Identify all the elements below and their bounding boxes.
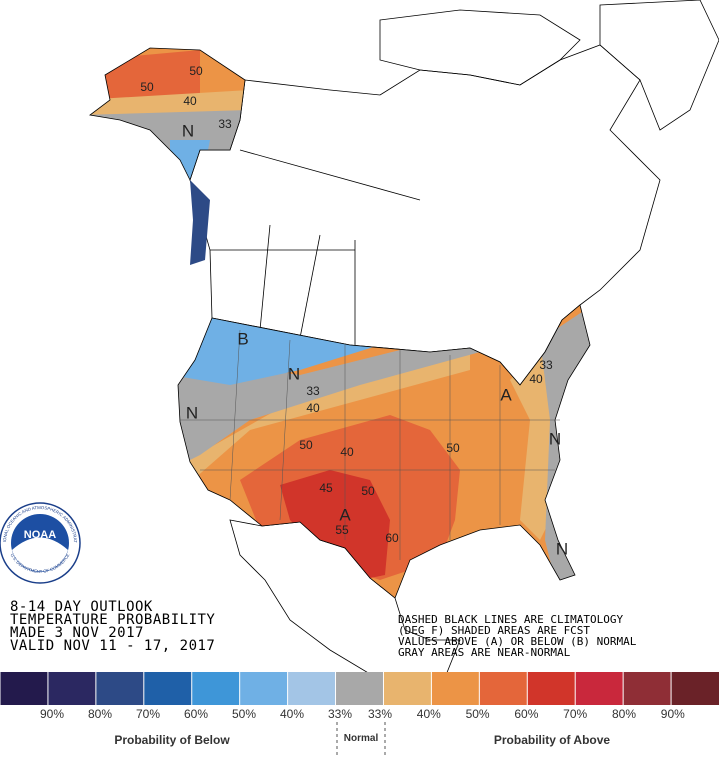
- legend-swatch: [383, 672, 432, 705]
- note-line: (DEG F) SHADED AREAS ARE FCST: [398, 624, 590, 637]
- legend-label: 50%: [232, 707, 256, 721]
- outlook-line: TEMPERATURE PROBABILITY: [10, 612, 215, 628]
- legend-swatch: [0, 672, 49, 705]
- legend-swatch: [671, 672, 719, 705]
- map-label: 50: [299, 438, 313, 452]
- map-label: N: [186, 403, 198, 422]
- conus: [178, 305, 590, 598]
- legend-label: 40%: [417, 707, 441, 721]
- legend-label: 33%: [328, 707, 352, 721]
- legend-swatch: [47, 672, 97, 705]
- logo-ring: NATIONAL OCEANIC AND ATMOSPHERIC ADMINIS…: [0, 0, 78, 543]
- outlook-line: 8-14 DAY OUTLOOK: [10, 599, 153, 615]
- legend-swatch: [143, 672, 193, 705]
- map-label: 50: [361, 484, 375, 498]
- legend-swatch: [575, 672, 624, 705]
- map-label: 33: [539, 358, 553, 372]
- logo-ring-top: NATIONAL OCEANIC AND ATMOSPHERIC ADMINIS…: [0, 0, 78, 543]
- legend-swatch: [623, 672, 672, 705]
- outlook-line: MADE 3 NOV 2017: [10, 625, 144, 641]
- legend-above: Probability of Above: [494, 733, 611, 747]
- map-label: N: [549, 429, 561, 448]
- legend-below: Probability of Below: [114, 733, 230, 747]
- map-label: 45: [319, 481, 333, 495]
- alaska: [90, 48, 245, 180]
- outlook-line: VALID NOV 11 - 17, 2017: [10, 638, 215, 654]
- legend-swatch: [335, 672, 384, 705]
- map-label: 40: [340, 445, 354, 459]
- map-label: N: [288, 364, 300, 383]
- map-label: 50: [446, 441, 460, 455]
- map-label: 40: [529, 372, 543, 386]
- map-label: N: [182, 121, 194, 140]
- map-label: 50: [140, 80, 154, 94]
- noaa-logo: NOAA NATIONAL OCEANIC AND ATMOSPHERIC AD…: [0, 0, 81, 584]
- legend-label: 60%: [184, 707, 208, 721]
- map-label: 60: [385, 531, 399, 545]
- state-lines: [180, 329, 560, 560]
- map-label: A: [500, 385, 512, 404]
- legend-label: 50%: [466, 707, 490, 721]
- legend-swatch: [431, 672, 480, 705]
- legend-label: 60%: [514, 707, 538, 721]
- map-label: N: [556, 539, 568, 558]
- legend-swatch: [287, 672, 337, 705]
- logo-name: NOAA: [24, 529, 56, 541]
- legend-swatch: [527, 672, 576, 705]
- legend-label: 70%: [563, 707, 587, 721]
- map-label: 40: [306, 401, 320, 415]
- map-label: A: [339, 505, 351, 524]
- legend-label: 80%: [88, 707, 112, 721]
- note-line: VALUES ABOVE (A) OR BELOW (B) NORMAL: [398, 635, 637, 648]
- note-line: DASHED BLACK LINES ARE CLIMATOLOGY: [398, 613, 624, 626]
- legend-swatch: [479, 672, 528, 705]
- legend-label: 33%: [368, 707, 392, 721]
- map-label: 55: [335, 523, 349, 537]
- legend: Probability of Below Normal Probability …: [0, 672, 719, 755]
- map-label: 40: [183, 94, 197, 108]
- legend-label: 70%: [136, 707, 160, 721]
- legend-label: 80%: [612, 707, 636, 721]
- canada: [189, 0, 719, 386]
- map-label: 50: [189, 64, 203, 78]
- legend-swatch: [191, 672, 241, 705]
- legend-swatch: [95, 672, 145, 705]
- map-label: 33: [218, 117, 232, 131]
- map-label: B: [237, 329, 248, 348]
- legend-label: 40%: [280, 707, 304, 721]
- legend-label: 90%: [661, 707, 685, 721]
- map-label: 33: [306, 384, 320, 398]
- legend-swatch: [239, 672, 289, 705]
- legend-label: 90%: [40, 707, 64, 721]
- legend-normal: Normal: [344, 733, 379, 744]
- note-line: GRAY AREAS ARE NEAR-NORMAL: [398, 646, 571, 659]
